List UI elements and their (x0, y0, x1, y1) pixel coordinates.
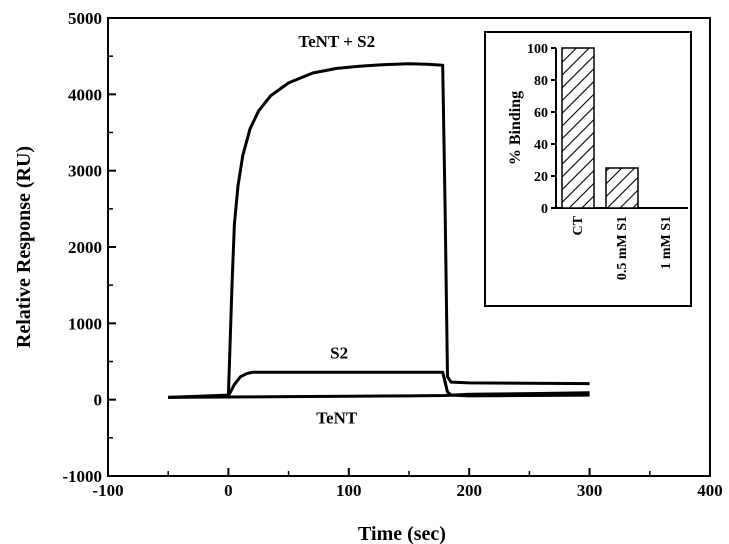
y-tick-label: 0 (94, 391, 103, 410)
inset-chart: 0 20 40 60 80 100 % Binding CT 0.5 mM S1 1 mM S1 (484, 31, 692, 307)
inset-category-label: 1 mM S1 (659, 216, 674, 270)
y-tick-label: 4000 (68, 85, 102, 104)
inset-y-tick-label: 20 (534, 170, 548, 185)
series-line-tent-s2 (168, 62, 590, 399)
inset-y-tick-label: 100 (527, 42, 548, 57)
series-line-tent (168, 391, 590, 399)
inset-y-tick-label: 60 (534, 106, 548, 121)
x-tick-label: -100 (92, 481, 123, 500)
y-tick-label: -1000 (62, 467, 102, 486)
annotation-s2: S2 (330, 343, 348, 362)
x-axis-title: Time (sec) (358, 523, 446, 544)
inset-y-tick-label: 80 (534, 74, 548, 89)
inset-category-label: CT (571, 215, 586, 235)
x-tick-label: 400 (697, 481, 723, 500)
inset-y-axis-title: % Binding (507, 91, 524, 165)
y-tick-label: 2000 (68, 238, 102, 257)
x-tick-label: 100 (336, 481, 362, 500)
inset-y-tick-label: 0 (541, 202, 548, 217)
inset-bar-ct (561, 47, 595, 209)
y-tick-label: 1000 (68, 314, 102, 333)
y-tick-label: 3000 (68, 162, 102, 181)
inset-category-label: 0.5 mM S1 (615, 216, 630, 280)
annotation-tent-s2: TeNT + S2 (298, 32, 375, 51)
x-tick-label: 0 (224, 481, 233, 500)
x-tick-label: 300 (577, 481, 603, 500)
x-tick-label: 200 (456, 481, 482, 500)
annotation-tent: TeNT (316, 408, 358, 427)
inset-y-tick-label: 40 (534, 138, 548, 153)
inset-bar-0-5-mm-s1 (605, 167, 639, 209)
y-tick-label: 5000 (68, 9, 102, 28)
y-axis-title: Relative Response (RU) (13, 146, 35, 348)
